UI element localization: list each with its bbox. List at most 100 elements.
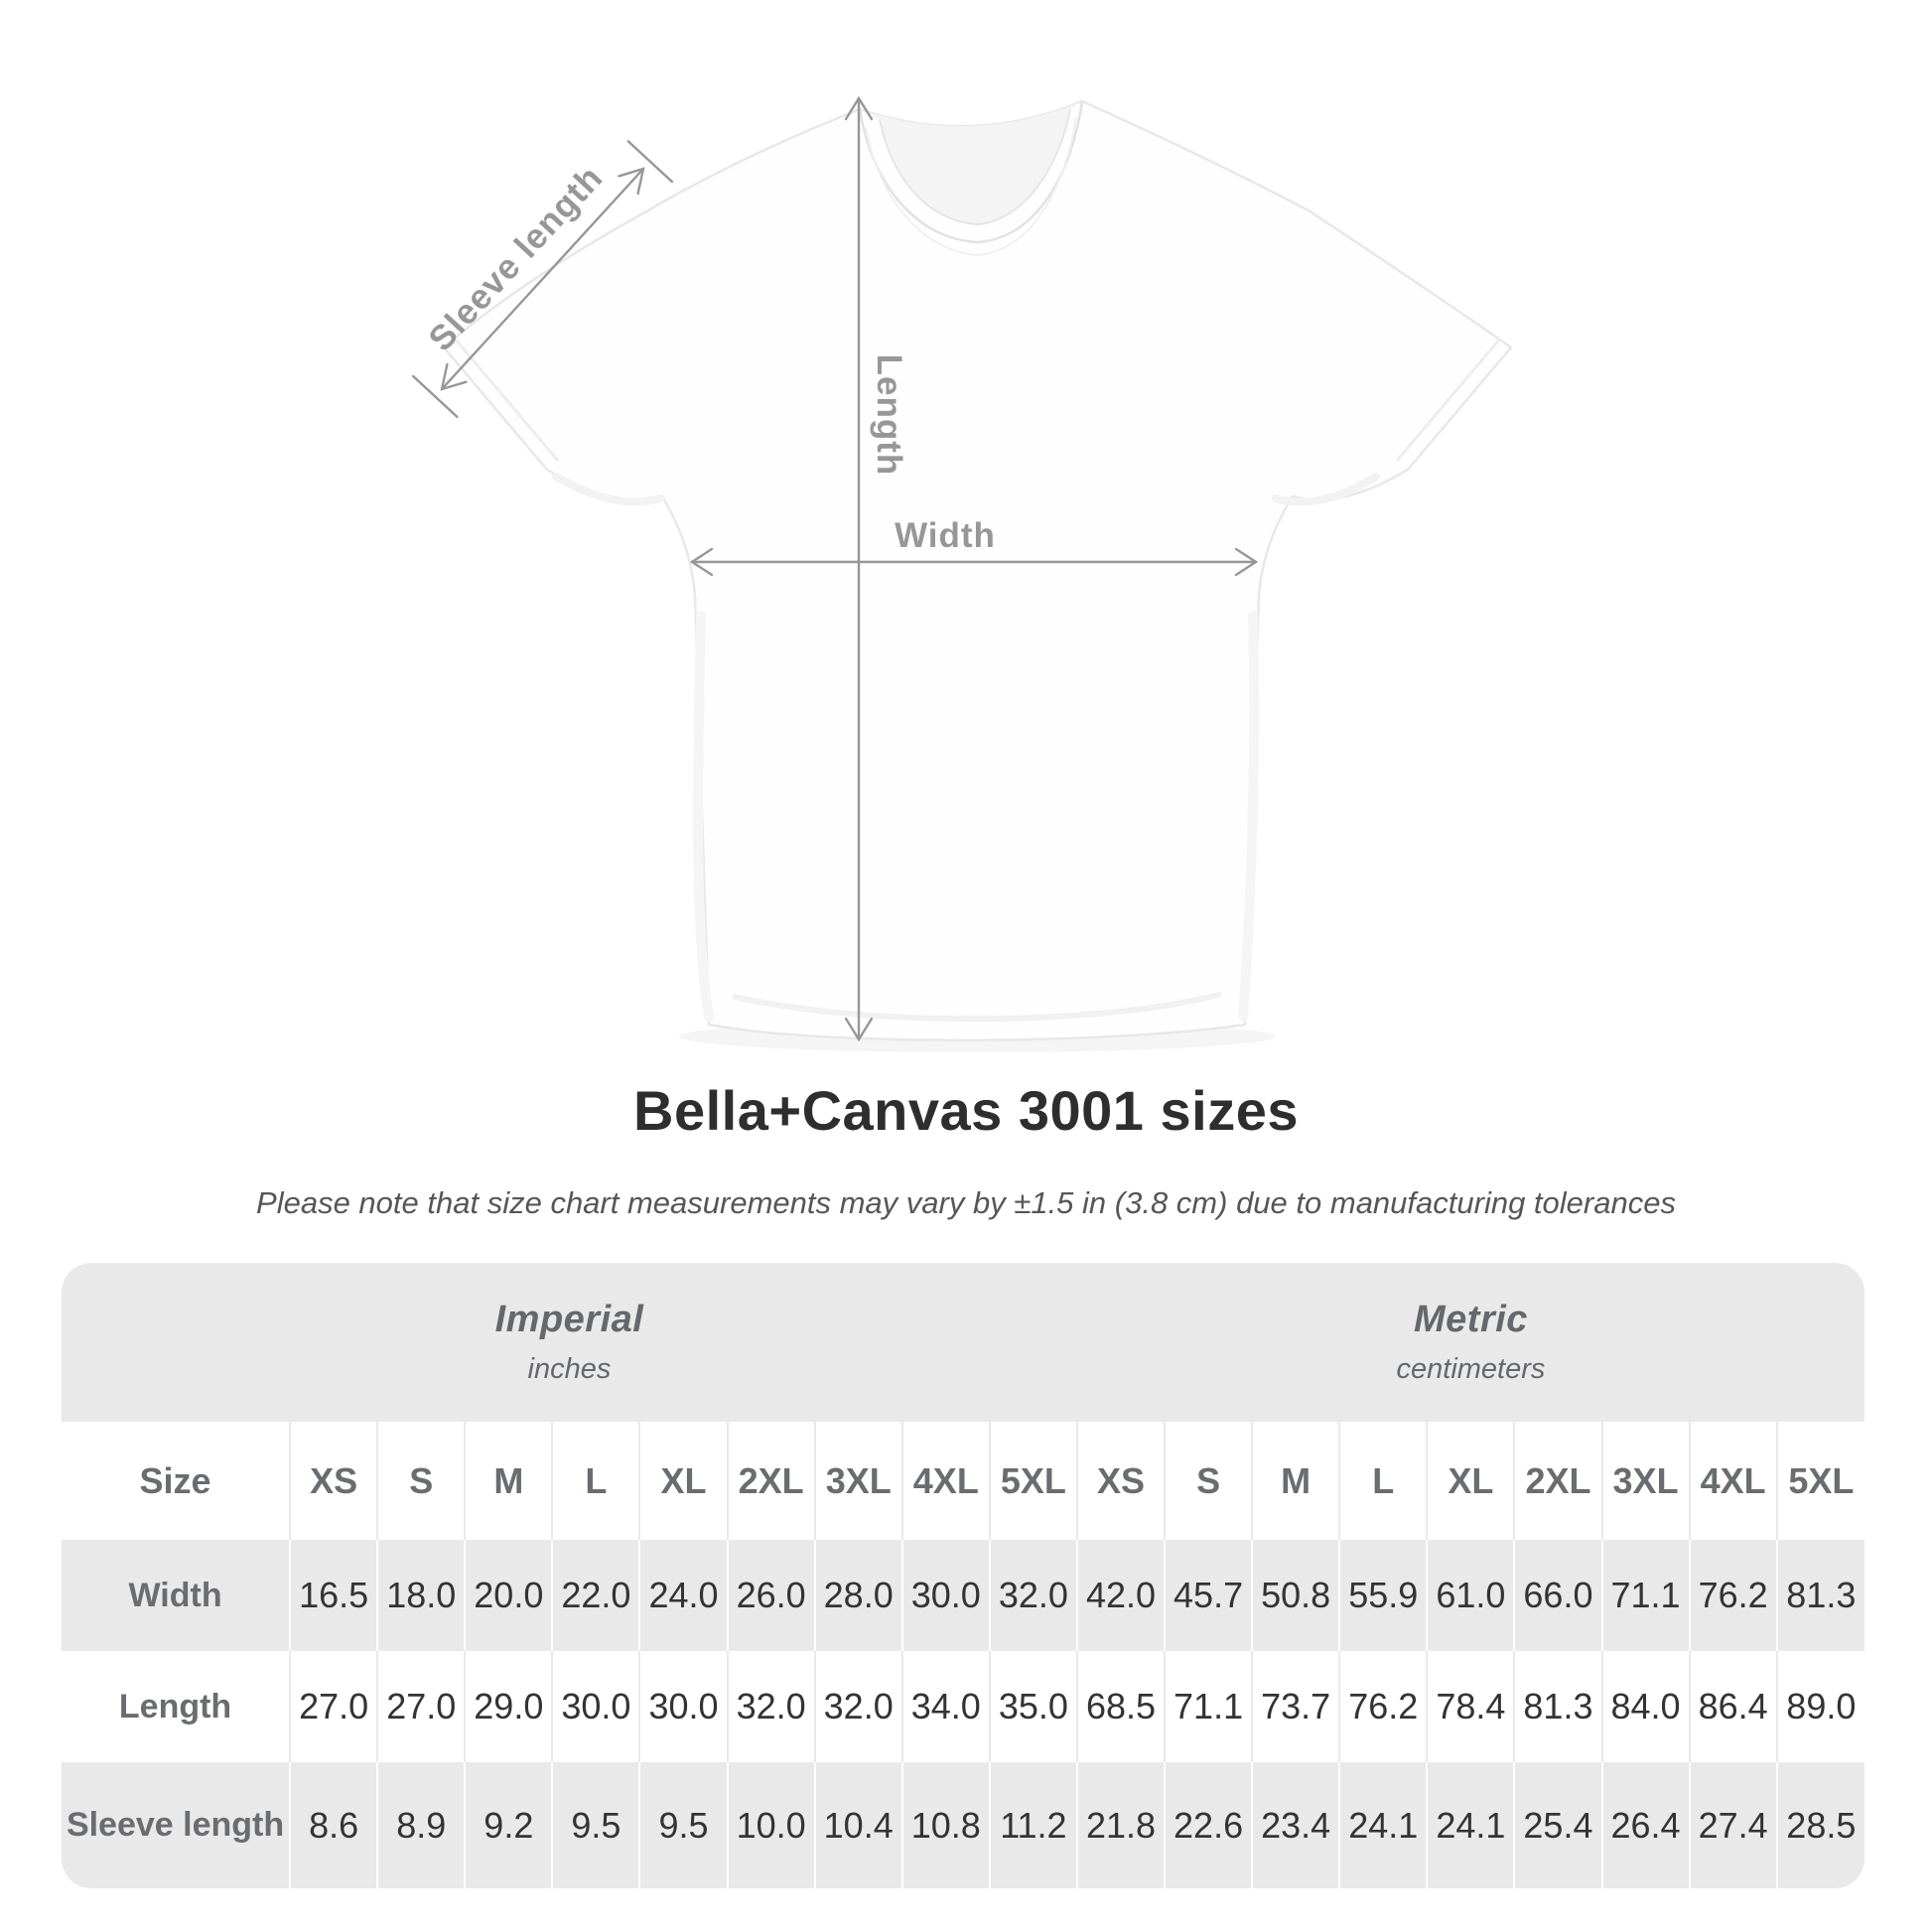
size-column-header: 5XL: [988, 1422, 1077, 1540]
imperial-group-header: Imperial inches: [62, 1263, 1077, 1422]
metric-group-name: Metric: [1414, 1299, 1528, 1340]
measurement-cell: 28.5: [1775, 1762, 1864, 1888]
measurement-cell: 26.0: [726, 1540, 815, 1651]
measurement-cell: 27.0: [376, 1651, 466, 1762]
size-column-header: S: [376, 1422, 466, 1540]
measurement-cell: 26.4: [1600, 1762, 1690, 1888]
measurement-cell: 16.5: [289, 1540, 378, 1651]
measurement-cell: 34.0: [900, 1651, 990, 1762]
right-cuff-seam: [1395, 338, 1502, 462]
imperial-group-name: Imperial: [494, 1299, 644, 1340]
measurement-cell: 73.7: [1251, 1651, 1340, 1762]
width-arrowhead-right: [1234, 547, 1259, 577]
measurement-cell: 9.5: [551, 1762, 640, 1888]
measurement-cell: 10.0: [726, 1762, 815, 1888]
sleeve-length-tick-top: [626, 140, 674, 184]
collar-inner-seam: [879, 108, 1071, 226]
measurement-cell: 22.0: [551, 1540, 640, 1651]
measurement-cell: 21.8: [1075, 1762, 1166, 1888]
measurement-cell: 30.0: [900, 1540, 990, 1651]
size-column-header: XS: [1075, 1422, 1166, 1540]
left-side-shadow: [693, 611, 714, 1022]
measurement-cell: 76.2: [1688, 1540, 1777, 1651]
measurement-cell: 45.7: [1164, 1540, 1253, 1651]
hem-shadow: [732, 992, 1222, 1023]
measurement-cell: 8.6: [289, 1762, 378, 1888]
size-column-header: 4XL: [900, 1422, 990, 1540]
measurement-row-label: Length: [62, 1651, 291, 1762]
measurement-cell: 81.3: [1775, 1540, 1864, 1651]
measurement-row-label: Sleeve length: [66, 1806, 285, 1844]
size-column-header: 3XL: [813, 1422, 902, 1540]
measurement-cell: 25.4: [1513, 1762, 1602, 1888]
measurement-cell: 71.1: [1164, 1651, 1253, 1762]
measurement-cell: 28.0: [813, 1540, 902, 1651]
measurement-cell: 71.1: [1600, 1540, 1690, 1651]
size-column-header: M: [1251, 1422, 1340, 1540]
tshirt-body: [442, 99, 1513, 1041]
size-table-card: Imperial inches Metric centimeters Size …: [62, 1263, 1864, 1888]
width-arrowhead-left: [689, 547, 714, 577]
measurement-cell: 30.0: [638, 1651, 728, 1762]
size-column-header: XL: [638, 1422, 728, 1540]
size-column-header: 2XL: [1513, 1422, 1602, 1540]
size-column-header: 2XL: [726, 1422, 815, 1540]
measurement-cell: 27.4: [1688, 1762, 1777, 1888]
left-cuff-seam: [453, 338, 560, 462]
measurement-cell: 81.3: [1513, 1651, 1602, 1762]
collar-stitch-line: [865, 116, 1077, 257]
right-side-shadow: [1238, 611, 1260, 1022]
sleeve-length-arrow: [440, 167, 645, 391]
size-column-header: L: [1338, 1422, 1428, 1540]
size-column-header: 5XL: [1775, 1422, 1864, 1540]
size-column-header: 4XL: [1688, 1422, 1777, 1540]
metric-group-unit: centimeters: [1396, 1353, 1546, 1385]
size-corner-header: Size: [62, 1422, 291, 1540]
measurement-cell: 68.5: [1075, 1651, 1166, 1762]
measurement-cell: 55.9: [1338, 1540, 1428, 1651]
measurement-cell: 9.2: [464, 1762, 553, 1888]
measurement-cell: 23.4: [1251, 1762, 1340, 1888]
measurement-cell: 61.0: [1426, 1540, 1515, 1651]
measurement-cell: 10.4: [813, 1762, 902, 1888]
width-label: Width: [895, 516, 996, 555]
size-column-header: M: [464, 1422, 553, 1540]
size-column-header: XL: [1426, 1422, 1515, 1540]
measurement-cell: 29.0: [464, 1651, 553, 1762]
length-arrowhead-bottom: [844, 1017, 874, 1042]
measurement-cell: 84.0: [1600, 1651, 1690, 1762]
measurement-cell: 30.0: [551, 1651, 640, 1762]
size-column-header: S: [1164, 1422, 1253, 1540]
size-header-row: Size XS S M L XL 2XL 3XL 4XL 5XL XS S M L XL 2XL 3XL 4XL…: [62, 1422, 1864, 1540]
page-title: Bella+Canvas 3001 sizes: [633, 1079, 1299, 1142]
measurement-cell: 27.0: [289, 1651, 378, 1762]
measurement-cell: 42.0: [1075, 1540, 1166, 1651]
measurement-row-label: Width: [128, 1576, 222, 1614]
size-column-header: L: [551, 1422, 640, 1540]
metric-group-header: Metric centimeters: [1077, 1263, 1864, 1422]
sleeve-length-arrowhead-bottom: [440, 362, 468, 391]
measurement-row: Sleeve length 8.6 8.9 9.2 9.5 9.5 10.0 10.4 10.8…: [62, 1762, 1864, 1888]
measurement-cell: 9.5: [638, 1762, 728, 1888]
measurement-cell: 32.0: [813, 1651, 902, 1762]
measurement-row: Width 16.5 18.0 20.0 22.0 24.0 26.0 28.0 30.0 32.…: [62, 1540, 1864, 1651]
imperial-group-unit: inches: [527, 1353, 612, 1385]
sleeve-length-arrowhead-top: [618, 167, 645, 196]
measurement-cell: 35.0: [988, 1651, 1077, 1762]
sleeve-length-tick-bottom: [412, 374, 459, 418]
measurement-cell: 18.0: [376, 1540, 466, 1651]
measurement-cell: 10.8: [900, 1762, 990, 1888]
measurement-cell: 50.8: [1251, 1540, 1340, 1651]
measurement-cell: 24.0: [638, 1540, 728, 1651]
tshirt-diagram: Sleeve length Length Width: [412, 95, 1513, 1042]
size-table: Imperial inches Metric centimeters Size …: [62, 1263, 1864, 1888]
measurement-cell: 32.0: [726, 1651, 815, 1762]
measurement-cell: 22.6: [1164, 1762, 1253, 1888]
measurement-cell: 89.0: [1775, 1651, 1864, 1762]
right-underarm-shadow: [1272, 473, 1380, 506]
measurement-cell: 20.0: [464, 1540, 553, 1651]
measurement-row: Length 27.0 27.0 29.0 30.0 30.0 32.0 32.0 34.0 35…: [62, 1651, 1864, 1762]
measurement-cell: 11.2: [988, 1762, 1077, 1888]
measurement-cell: 32.0: [988, 1540, 1077, 1651]
